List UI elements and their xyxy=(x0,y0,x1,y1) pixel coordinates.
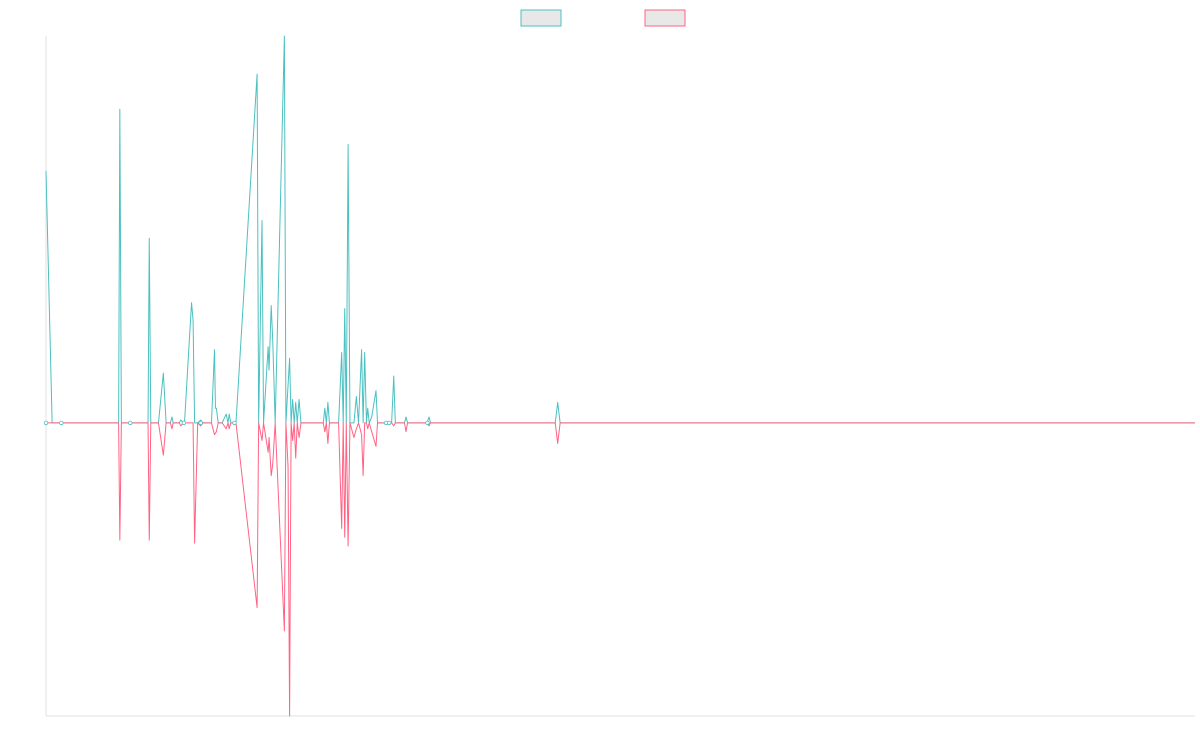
series-line-2 xyxy=(46,422,1195,717)
data-point-marker xyxy=(198,420,203,426)
legend-swatch[interactable] xyxy=(644,9,686,27)
series-line-1 xyxy=(45,35,1195,424)
marker-layer xyxy=(43,420,430,426)
data-point-marker xyxy=(386,420,392,426)
data-point-marker xyxy=(59,420,64,426)
series-layer xyxy=(45,35,1195,717)
data-point-marker xyxy=(425,420,430,426)
axes xyxy=(45,36,1195,717)
legend-item-1[interactable] xyxy=(520,9,562,27)
data-point-marker xyxy=(43,420,49,426)
data-point-marker xyxy=(232,420,237,426)
legend-item-2[interactable] xyxy=(644,9,686,27)
legend-swatch[interactable] xyxy=(520,9,562,27)
data-point-marker xyxy=(181,420,187,426)
legend[interactable] xyxy=(520,9,686,27)
data-point-marker xyxy=(128,420,133,426)
